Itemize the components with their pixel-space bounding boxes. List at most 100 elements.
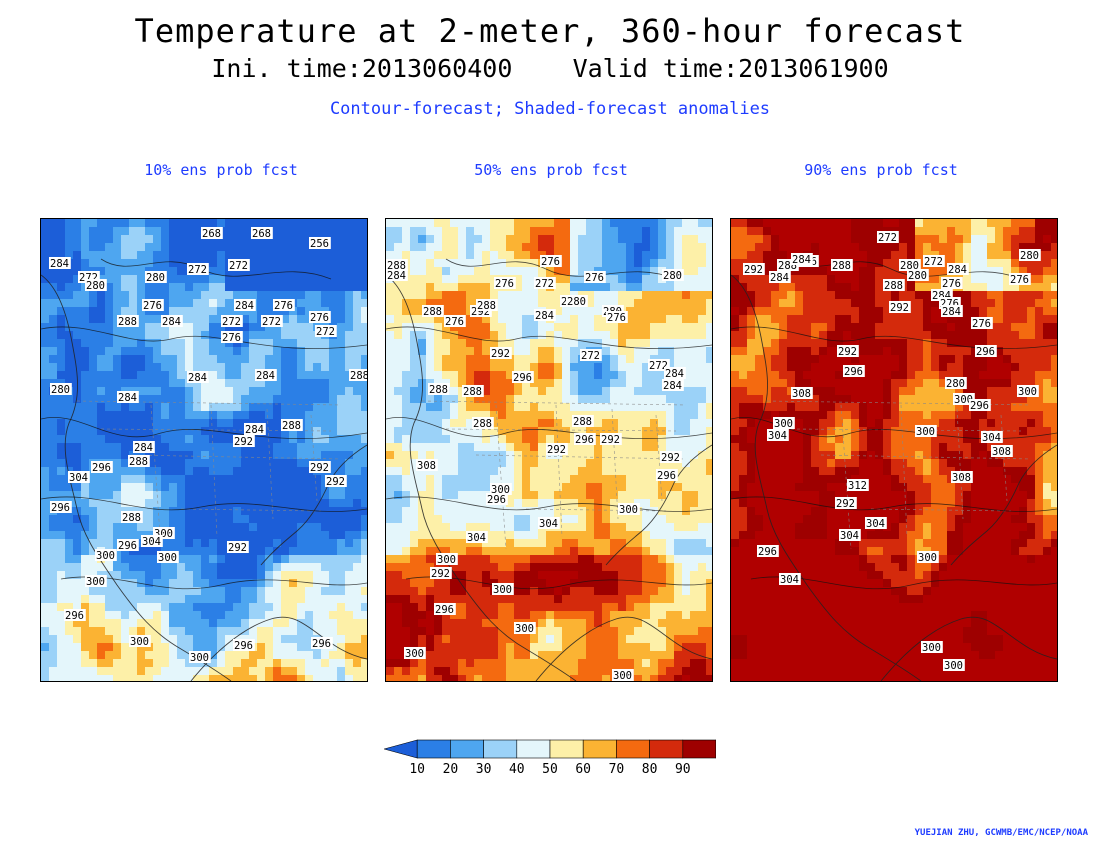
- contour-label: 292: [325, 475, 347, 488]
- contour-label: 292: [490, 347, 512, 360]
- svg-text:268: 268: [202, 228, 221, 240]
- contour-label: 308: [991, 445, 1013, 458]
- contour-label: 296: [843, 365, 865, 378]
- contour-label: 276: [221, 331, 243, 344]
- contour-label: 300: [773, 417, 795, 430]
- colorbar-cell: [384, 739, 418, 759]
- contour-label: 288: [472, 417, 494, 430]
- contour-label: 284: [234, 299, 256, 312]
- svg-text:280: 280: [51, 384, 70, 396]
- contour-label: 284: [255, 369, 277, 382]
- svg-text:300: 300: [96, 550, 115, 562]
- contour-label: 276: [273, 299, 295, 312]
- contour-label: 300: [85, 575, 107, 588]
- contour-label: 304: [865, 517, 887, 530]
- colorbar-cell: [682, 739, 716, 759]
- svg-text:296: 296: [92, 462, 111, 474]
- colorbar-cell: [549, 739, 584, 759]
- contour-label: 280: [662, 269, 684, 282]
- map-description: Contour-forecast; Shaded-forecast anomal…: [329, 99, 771, 119]
- contour-label: 284: [664, 367, 686, 380]
- svg-text:288: 288: [118, 316, 137, 328]
- contour-label: 272: [261, 315, 283, 328]
- map-subtitle: Ini. time:2013060400 Valid time:20130619…: [211, 54, 889, 83]
- svg-text:288: 288: [122, 512, 141, 524]
- contour-label: 272: [923, 255, 945, 268]
- colorbar-cell: [582, 739, 617, 759]
- svg-text:284: 284: [50, 258, 69, 270]
- contour-label: 300: [490, 483, 512, 496]
- contour-label: 296: [486, 493, 508, 506]
- contour-label: 272: [580, 349, 602, 362]
- contour-label: 292: [233, 435, 255, 448]
- contour-label: 308: [951, 471, 973, 484]
- contour-label: 300: [921, 641, 943, 654]
- contour-label: 256: [309, 237, 331, 250]
- contour-label: 268: [251, 227, 273, 240]
- contour-label: 276: [142, 299, 164, 312]
- svg-text:292: 292: [326, 476, 345, 488]
- svg-text:296: 296: [65, 610, 84, 622]
- contour-label: 284: [117, 391, 139, 404]
- contour-label: 276: [971, 317, 993, 330]
- contour-label: 276: [444, 315, 466, 328]
- contour-label: 296: [512, 371, 534, 384]
- svg-text:276: 276: [222, 332, 241, 344]
- contour-label: 300: [95, 549, 117, 562]
- contour-label: 280: [50, 383, 72, 396]
- contour-label: 304: [767, 429, 789, 442]
- colorbar-tick-label: 40: [509, 762, 525, 777]
- contour-label: 288: [349, 369, 367, 382]
- contour-label: 296: [975, 345, 997, 358]
- colorbar: [384, 739, 716, 759]
- contour-label: 296: [64, 609, 86, 622]
- contour-label: 284: [941, 305, 963, 318]
- svg-text:284: 284: [235, 300, 254, 312]
- contour-label: 292: [600, 433, 622, 446]
- svg-text:296: 296: [234, 640, 253, 652]
- contour-label: 300: [1017, 385, 1039, 398]
- contour-label: 300: [943, 659, 965, 672]
- contour-label: 276: [309, 311, 331, 324]
- contour-label: 296: [91, 461, 113, 474]
- contour-label: 268: [201, 227, 223, 240]
- contour-label: 300: [436, 553, 458, 566]
- contour-label: 280: [1019, 249, 1041, 262]
- svg-text:284: 284: [256, 370, 275, 382]
- contour-label: 280: [566, 295, 588, 308]
- contour-label: 288: [831, 259, 853, 272]
- contour-label: 296: [117, 539, 139, 552]
- svg-text:284: 284: [118, 392, 137, 404]
- contour-label: 300: [917, 551, 939, 564]
- contour-label: 304: [839, 529, 861, 542]
- map-panel-90: 2922722802882962882842842802722842762802…: [730, 218, 1058, 682]
- svg-text:276: 276: [143, 300, 162, 312]
- svg-text:292: 292: [228, 542, 247, 554]
- svg-text:272: 272: [229, 260, 248, 272]
- contour-label: 292: [430, 567, 452, 580]
- contour-label: 280: [907, 269, 929, 282]
- contour-label: 304: [981, 431, 1003, 444]
- svg-text:296: 296: [312, 638, 331, 650]
- contour-label: 312: [847, 479, 869, 492]
- contour-label: 284: [534, 309, 556, 322]
- contour-label: 300: [492, 583, 514, 596]
- contour-label: 276: [1009, 273, 1031, 286]
- contour-label: 288: [121, 511, 143, 524]
- contour-label: 272: [534, 277, 556, 290]
- contour-label: 272: [221, 315, 243, 328]
- contour-label: 276: [941, 277, 963, 290]
- colorbar-tick-label: 20: [443, 762, 459, 777]
- svg-text:304: 304: [142, 536, 161, 548]
- svg-text:288: 288: [350, 370, 367, 382]
- contour-label: 292: [743, 263, 765, 276]
- contour-label: 284: [161, 315, 183, 328]
- contour-label: 280: [945, 377, 967, 390]
- svg-text:272: 272: [188, 264, 207, 276]
- panel-title-50: 50% ens prob fcst: [474, 161, 628, 179]
- author-credit: YUEJIAN ZHU, GCWMB/EMC/NCEP/NOAA: [914, 828, 1088, 838]
- svg-text:292: 292: [310, 462, 329, 474]
- colorbar-labels: 10 20 30 40 50 60 70 80 90: [409, 762, 690, 777]
- svg-text:272: 272: [316, 326, 335, 338]
- contour-label: 288: [422, 305, 444, 318]
